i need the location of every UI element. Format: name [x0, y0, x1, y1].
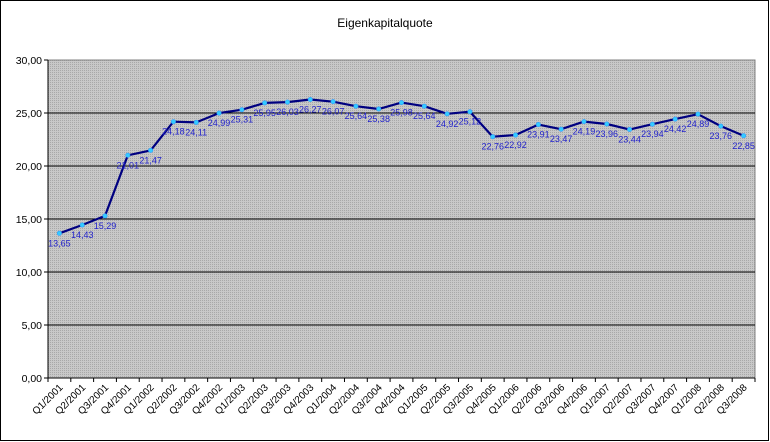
data-label: 22,92 [504, 140, 527, 150]
chart-title: Eigenkapitalquote [337, 16, 433, 30]
data-label: 25,95 [253, 108, 276, 118]
data-point [421, 103, 427, 109]
data-point [193, 119, 199, 125]
data-point [718, 123, 724, 129]
data-label: 26,27 [299, 105, 322, 115]
y-tick-label: 15,00 [16, 214, 42, 226]
data-label: 23,94 [641, 129, 664, 139]
y-tick-label: 20,00 [16, 161, 42, 173]
data-label: 25,31 [231, 115, 254, 125]
data-label: 24,42 [664, 124, 687, 134]
data-label: 24,19 [573, 127, 596, 137]
data-label: 25,64 [413, 111, 436, 121]
data-point [79, 222, 85, 228]
data-point [490, 134, 496, 140]
data-label: 25,38 [367, 114, 390, 124]
data-point [467, 109, 473, 115]
data-label: 21,47 [139, 155, 162, 165]
data-label: 23,44 [618, 135, 641, 145]
data-label: 26,03 [276, 107, 299, 117]
data-point [604, 121, 610, 127]
y-tick-label: 5,00 [22, 320, 43, 332]
gridlines [48, 112, 755, 326]
data-point [284, 99, 290, 105]
data-point [672, 116, 678, 122]
data-point [398, 100, 404, 106]
data-point [170, 119, 176, 125]
data-point [741, 133, 747, 139]
data-label: 21,01 [117, 160, 140, 170]
data-label: 22,76 [481, 142, 504, 152]
data-point [102, 213, 108, 219]
data-point [513, 132, 519, 138]
data-label: 15,29 [94, 221, 117, 231]
data-point [148, 147, 154, 153]
data-point [376, 106, 382, 112]
data-label: 23,76 [710, 131, 733, 141]
data-point [695, 111, 701, 117]
data-point [307, 97, 313, 103]
data-point [627, 127, 633, 133]
data-point [353, 103, 359, 109]
y-tick-label: 0,00 [22, 373, 43, 385]
data-label: 23,47 [550, 134, 573, 144]
data-label: 22,85 [732, 141, 755, 151]
data-point [125, 152, 131, 158]
y-tick-label: 10,00 [16, 267, 42, 279]
data-label: 26,07 [322, 107, 345, 117]
data-label: 23,91 [527, 130, 550, 140]
data-point [649, 121, 655, 127]
y-tick-label: 30,00 [16, 55, 42, 67]
data-label: 25,12 [459, 117, 482, 127]
data-point [581, 119, 587, 125]
data-label: 24,92 [436, 119, 459, 129]
data-label: 24,99 [208, 118, 231, 128]
data-point [239, 107, 245, 113]
data-point [330, 99, 336, 105]
data-label: 14,43 [71, 230, 94, 240]
data-point [262, 100, 268, 106]
data-point [558, 126, 564, 132]
y-tick-label: 25,00 [16, 108, 42, 120]
data-point [535, 122, 541, 128]
data-label: 25,98 [390, 108, 413, 118]
data-label: 25,64 [345, 111, 368, 121]
data-point [444, 111, 450, 117]
data-point [216, 110, 222, 116]
data-label: 23,96 [595, 129, 618, 139]
data-label: 24,11 [185, 127, 207, 137]
data-label: 24,89 [687, 119, 710, 129]
data-label: 13,65 [48, 238, 71, 248]
data-point [56, 230, 62, 236]
data-label: 24,18 [162, 127, 185, 137]
